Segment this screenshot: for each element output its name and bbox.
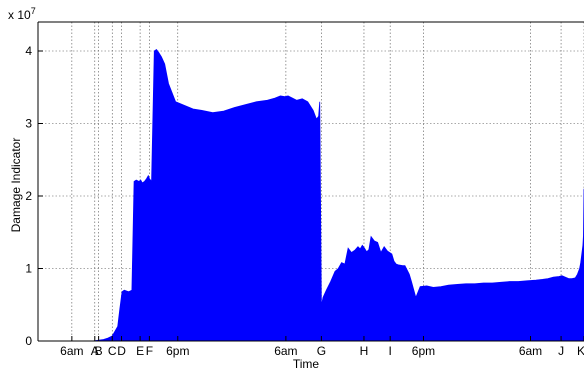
axes bbox=[37, 21, 584, 342]
x-tick-label: I bbox=[388, 344, 391, 358]
x-tick-label: K bbox=[577, 344, 584, 358]
y-tick-label: 3 bbox=[25, 117, 32, 131]
x-tick-label: J bbox=[558, 344, 564, 358]
x-tick-label: 6am bbox=[519, 344, 542, 358]
x-tick-label: C bbox=[108, 344, 117, 358]
y-multiplier-label: x 107 bbox=[8, 6, 36, 22]
y-tick-label: 1 bbox=[25, 262, 32, 276]
x-tick-label: A bbox=[91, 344, 99, 358]
y-tick-label: 0 bbox=[25, 334, 32, 348]
x-tick-label: 6am bbox=[274, 344, 297, 358]
x-tick-label: 6pm bbox=[166, 344, 189, 358]
y-axis-ticks: 0 1 2 3 4 bbox=[25, 44, 43, 348]
x-tick-label: 6am bbox=[60, 344, 83, 358]
y-tick-label: 2 bbox=[25, 189, 32, 203]
damage-series-area bbox=[38, 49, 584, 342]
y-multiplier-base: x 10 bbox=[8, 8, 31, 22]
y-tick-label: 4 bbox=[25, 44, 32, 58]
grid bbox=[38, 22, 584, 341]
plot-area bbox=[38, 49, 584, 342]
x-tick-label: H bbox=[360, 344, 369, 358]
x-tick-label: D bbox=[117, 344, 126, 358]
y-axis-label: Damage Indicator bbox=[9, 138, 23, 233]
x-axis-label: Time bbox=[293, 357, 320, 371]
x-tick-label: E bbox=[136, 344, 144, 358]
x-tick-label: F bbox=[146, 344, 153, 358]
y-multiplier-exponent: 7 bbox=[31, 6, 36, 16]
x-tick-label: 6pm bbox=[412, 344, 435, 358]
x-axis-ticks: 6am AB C D E F 6pm 6am G H I 6pm 6am J K bbox=[60, 336, 584, 358]
x-tick-label: G bbox=[317, 344, 326, 358]
x-tick-label: B bbox=[95, 344, 103, 358]
